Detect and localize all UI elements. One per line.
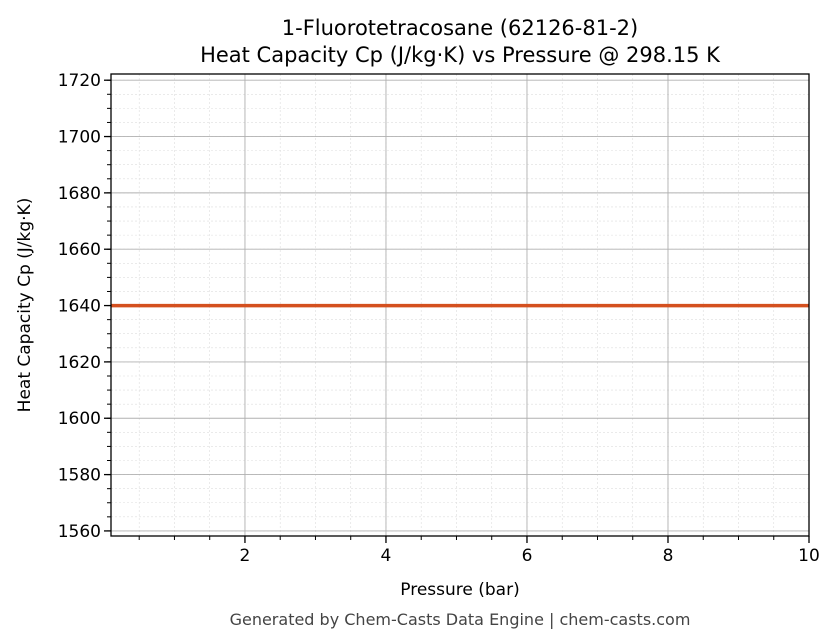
y-tick-label: 1680 <box>58 184 101 204</box>
y-tick-label: 1700 <box>58 128 101 148</box>
y-tick-label: 1600 <box>58 409 101 429</box>
x-axis-label: Pressure (bar) <box>400 580 519 600</box>
y-tick-label: 1640 <box>58 297 101 317</box>
x-tick-label: 8 <box>663 546 674 566</box>
x-tick-label: 6 <box>522 546 533 566</box>
y-tick-label: 1560 <box>58 522 101 542</box>
y-tick-label: 1580 <box>58 466 101 486</box>
ticks: 2 4 6 8 10 1560 1580 1600 1620 1640 1660 1680 1700 17… <box>58 71 820 566</box>
y-axis-label: Heat Capacity Cp (J/kg·K) <box>15 198 35 413</box>
y-tick-label: 1620 <box>58 353 101 373</box>
footer: Generated by Chem-Casts Data Engine | ch… <box>230 610 691 629</box>
x-tick-label: 4 <box>381 546 392 566</box>
chart-subtitle: Heat Capacity Cp (J/kg·K) vs Pressure @ … <box>200 43 721 67</box>
x-tick-label: 10 <box>798 546 820 566</box>
y-tick-label: 1720 <box>58 71 101 91</box>
x-tick-label: 2 <box>240 546 251 566</box>
y-tick-label: 1660 <box>58 240 101 260</box>
chart-title: 1-Fluorotetracosane (62126-81-2) <box>282 16 638 40</box>
